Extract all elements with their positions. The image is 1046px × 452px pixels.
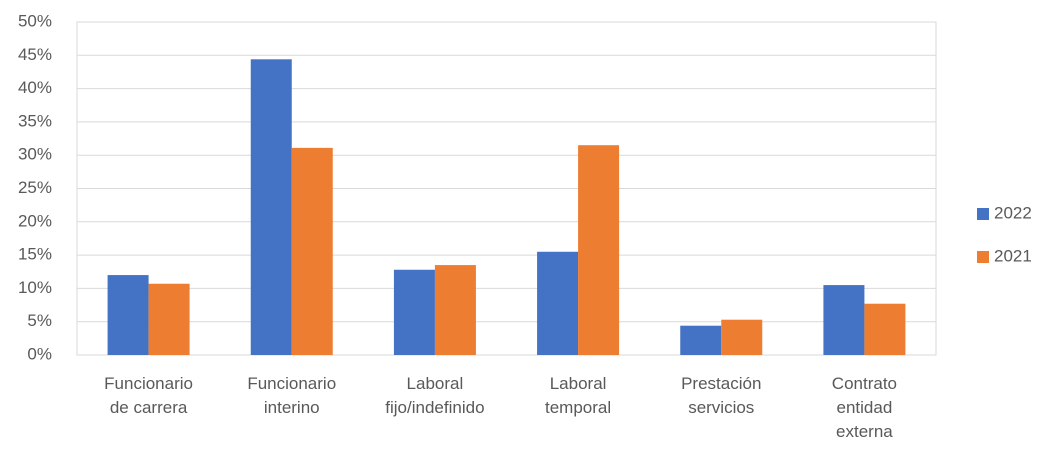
- y-tick-label: 10%: [18, 278, 52, 297]
- x-tick-label: Funcionario interino: [247, 374, 337, 417]
- y-tick-label: 40%: [18, 78, 52, 97]
- bar: [680, 325, 722, 355]
- y-tick-label: 50%: [18, 11, 52, 30]
- legend-label: 2022: [994, 203, 1032, 222]
- bar: [864, 303, 906, 355]
- bar: [148, 283, 190, 355]
- bar: [823, 285, 865, 355]
- y-tick-label: 45%: [18, 45, 52, 64]
- bar: [250, 59, 292, 356]
- y-tick-label: 35%: [18, 111, 52, 130]
- y-tick-label: 25%: [18, 178, 52, 197]
- bar: [393, 269, 435, 355]
- x-tick-label: Funcionario de carrera: [104, 374, 193, 417]
- bar: [537, 251, 579, 355]
- bar: [291, 147, 333, 355]
- legend-swatch: [977, 208, 989, 220]
- y-tick-label: 15%: [18, 245, 52, 264]
- bar: [578, 145, 620, 355]
- y-tick-label: 0%: [27, 344, 52, 363]
- bar: [107, 275, 149, 355]
- legend-label: 2021: [994, 246, 1032, 265]
- x-tick-label: Contrato entidad externa: [831, 374, 897, 441]
- bar: [721, 319, 763, 355]
- y-tick-label: 5%: [27, 311, 52, 330]
- bar: [434, 265, 476, 355]
- x-tick-label: Prestación servicios: [681, 374, 762, 417]
- x-tick-label: Laboral fijo/indefinido: [385, 374, 485, 417]
- y-tick-label: 30%: [18, 145, 52, 164]
- x-tick-label: Laboral temporal: [545, 374, 612, 417]
- legend-swatch: [977, 251, 989, 263]
- y-tick-label: 20%: [18, 211, 52, 230]
